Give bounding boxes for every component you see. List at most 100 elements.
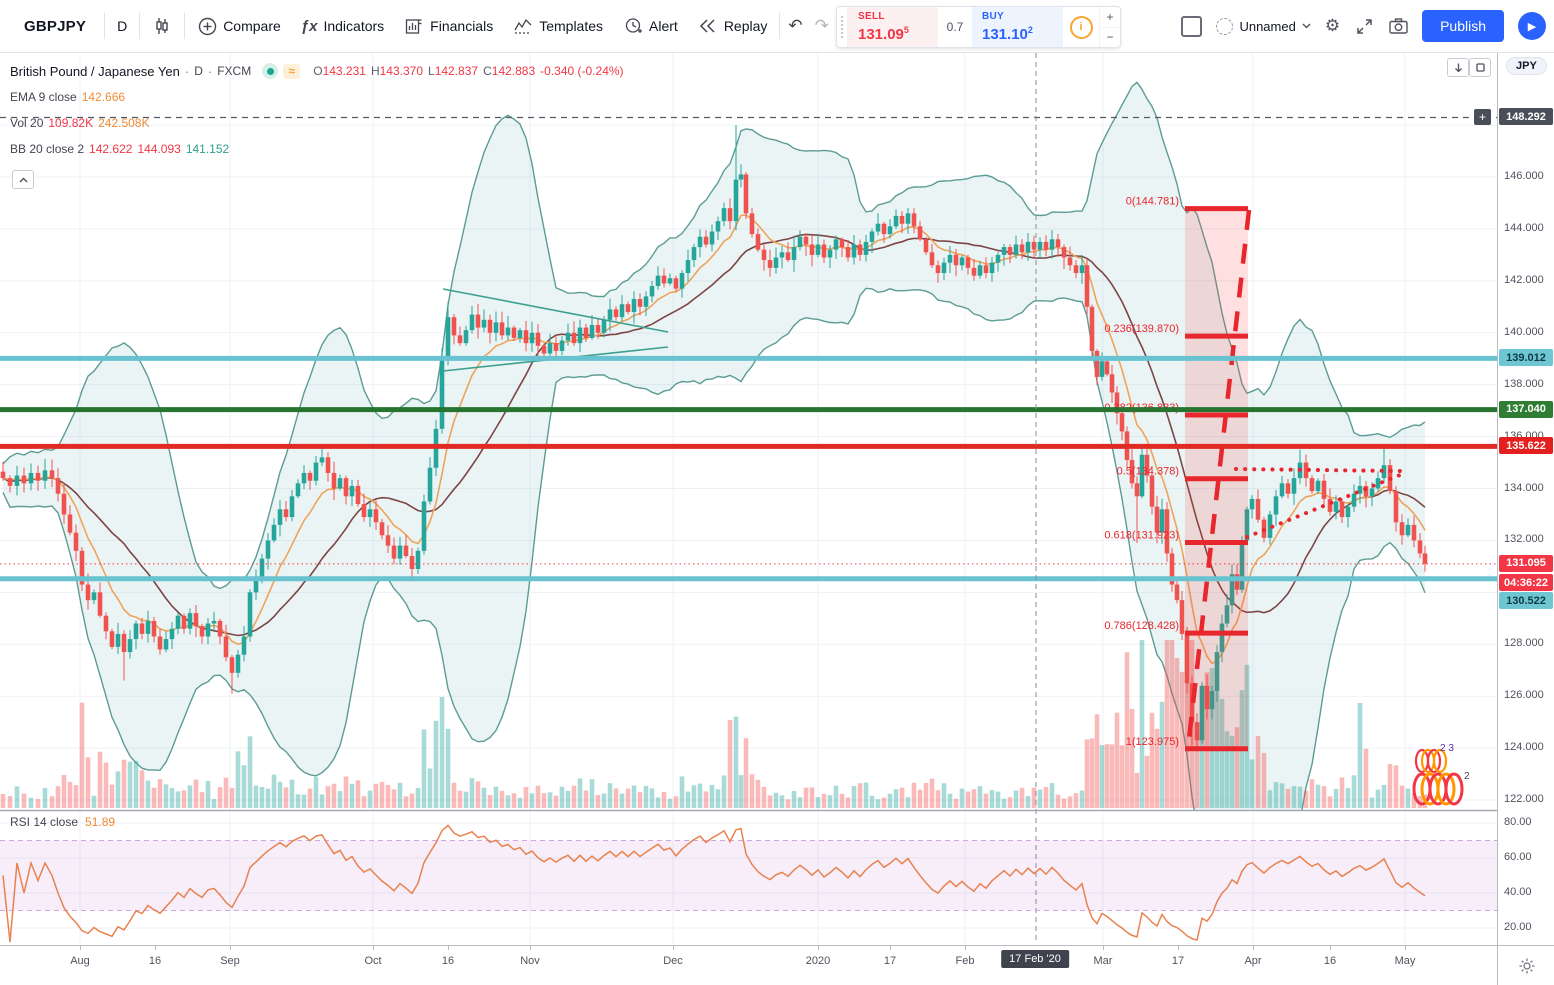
candlestick-icon (152, 16, 172, 36)
symbol-legend-row[interactable]: British Pound / Japanese Yen · D · FXCM ≈ … (10, 63, 624, 79)
price-tick-label: 134.000 (1504, 481, 1544, 494)
price-tick-label: 132.000 (1504, 533, 1544, 546)
svg-text:0.786(128.428): 0.786(128.428) (1104, 620, 1179, 632)
time-axis[interactable]: Aug 16 Sep Oct 16 Nov Dec 2020 17 Feb Mar 17 Apr 16 Ma… (0, 945, 1497, 985)
drag-handle[interactable] (837, 7, 848, 47)
alert-clock-icon (623, 16, 643, 36)
axis-corner (1497, 945, 1554, 985)
price-tick-label: 122.000 (1504, 793, 1544, 806)
time-axis-label: May (1394, 955, 1416, 967)
time-axis-label: Feb (955, 955, 975, 967)
rsi-tick-label: 80.00 (1504, 816, 1532, 828)
decrease-button[interactable]: − (1106, 30, 1114, 45)
arrow-down-icon (1454, 63, 1462, 72)
price-axis[interactable]: JPY 146.000 144.000 142.000 140.000 138.000 1… (1497, 53, 1554, 945)
maximize-pane-button[interactable] (1469, 58, 1491, 77)
chart-legend: British Pound / Japanese Yen · D · FXCM ≈ … (10, 58, 624, 162)
fullscreen-icon[interactable] (1354, 16, 1374, 36)
chevron-up-icon (19, 177, 27, 182)
separator (184, 13, 186, 39)
rsi-legend-row[interactable]: RSI 14 close 51.89 (10, 815, 116, 829)
drawing-sticker-coils[interactable]: 2 3 2 (1412, 743, 1470, 806)
chart-type-button[interactable] (142, 0, 182, 52)
undo-icon[interactable]: ↶ (788, 16, 803, 35)
svg-text:2 3: 2 3 (1440, 743, 1454, 754)
svg-text:1(123.975): 1(123.975) (1126, 736, 1179, 748)
level-lines[interactable] (0, 53, 1497, 944)
spread-value: 0.7 (938, 7, 972, 47)
price-badge: 139.012 (1499, 349, 1553, 367)
settings-gear-icon[interactable]: ⚙ (1324, 16, 1341, 35)
redo-icon[interactable]: ↷ (814, 16, 829, 35)
price-tick-label: 146.000 (1504, 170, 1544, 182)
market-status-icon[interactable] (262, 63, 279, 79)
increase-button[interactable]: + (1100, 7, 1120, 28)
sell-button[interactable]: SELL 131.095 (848, 7, 938, 47)
time-axis-label: 16 (441, 955, 455, 967)
symbol-title: British Pound / Japanese Yen (10, 63, 180, 79)
currency-label[interactable]: JPY (1506, 57, 1547, 75)
time-axis-label: 17 (1171, 955, 1185, 967)
replay-button[interactable]: Replay (688, 0, 778, 52)
session-sun-icon[interactable] (1519, 958, 1535, 974)
price-tick-label: 124.000 (1504, 741, 1544, 754)
price-tick-label: 142.000 (1504, 273, 1544, 286)
time-axis-label: Aug (70, 955, 90, 967)
candlestick-layer (0, 125, 1428, 749)
buy-button[interactable]: BUY 131.102 (972, 7, 1062, 47)
volume-legend-row[interactable]: Vol 20 109.82K 242.508K (10, 116, 150, 130)
alert-line-add-icon[interactable]: + (1474, 109, 1491, 126)
svg-text:0.236(139.870): 0.236(139.870) (1104, 323, 1179, 335)
sell-label: SELL (858, 11, 885, 22)
time-axis-label: 2020 (805, 955, 831, 967)
publish-button[interactable]: Publish (1422, 10, 1504, 42)
layout-name: Unnamed (1239, 18, 1296, 34)
price-tick-label: 128.000 (1504, 637, 1544, 650)
time-axis-label: Mar (1093, 955, 1113, 967)
rsi-tick-label: 20.00 (1504, 921, 1532, 933)
trading-info-button[interactable]: i (1062, 7, 1099, 47)
price-tick-label: 144.000 (1504, 221, 1544, 234)
alert-button[interactable]: Alert (613, 0, 688, 52)
compare-button[interactable]: Compare (187, 0, 291, 52)
buy-price: 131.102 (982, 25, 1033, 43)
svg-text:0.618(131.923): 0.618(131.923) (1104, 529, 1179, 541)
buy-label: BUY (982, 11, 1005, 22)
financials-icon (404, 16, 424, 36)
time-axis-label: 16 (1323, 955, 1337, 967)
ema-legend-row[interactable]: EMA 9 close 142.666 (10, 90, 126, 104)
scroll-to-recent-button[interactable] (1447, 58, 1469, 77)
templates-button[interactable]: Templates (503, 0, 613, 52)
info-icon: i (1069, 15, 1093, 39)
collapse-pane-button[interactable] (12, 170, 34, 189)
delayed-data-icon[interactable]: ≈ (283, 63, 301, 79)
snapshot-camera-icon[interactable] (1388, 16, 1408, 36)
indicators-icon: ƒx (300, 17, 318, 35)
indicators-button[interactable]: ƒx Indicators (300, 17, 385, 35)
bb-legend-row[interactable]: BB 20 close 2 142.622 144.093 141.152 (10, 142, 230, 156)
time-axis-label: Oct (364, 955, 382, 967)
price-badge: 148.292 (1499, 108, 1553, 126)
svg-text:0(144.781): 0(144.781) (1126, 196, 1179, 208)
publish-play-button[interactable]: ▶ (1518, 12, 1546, 40)
svg-text:2: 2 (1464, 771, 1470, 782)
fib-retracement[interactable]: 0(144.781)0.236(139.870)0.382(136.833)0.… (1104, 196, 1252, 752)
interval-button[interactable]: D (117, 18, 128, 34)
multichart-checkbox[interactable] (1181, 15, 1203, 37)
top-toolbar: GBPJPY D Compare ƒx Indicators Financials (0, 0, 1554, 53)
price-badge: 04:36:22 (1499, 574, 1553, 591)
time-axis-label: 16 (148, 955, 162, 967)
separator (779, 13, 781, 39)
price-chart[interactable]: 0(144.781)0.236(139.870)0.382(136.833)0.… (0, 53, 1497, 945)
price-badge: 137.040 (1499, 400, 1553, 418)
price-tick-label: 126.000 (1504, 689, 1544, 702)
time-axis-label: Nov (520, 955, 540, 967)
rsi-pane (0, 824, 1497, 943)
chart-area: 0(144.781)0.236(139.870)0.382(136.833)0.… (0, 53, 1554, 985)
time-axis-label: Apr (1244, 955, 1262, 967)
financials-button[interactable]: Financials (394, 0, 503, 52)
layout-select[interactable]: Unnamed (1216, 17, 1311, 35)
separator (139, 13, 141, 39)
rsi-tick-label: 40.00 (1504, 886, 1532, 898)
symbol-button[interactable]: GBPJPY (24, 17, 87, 35)
